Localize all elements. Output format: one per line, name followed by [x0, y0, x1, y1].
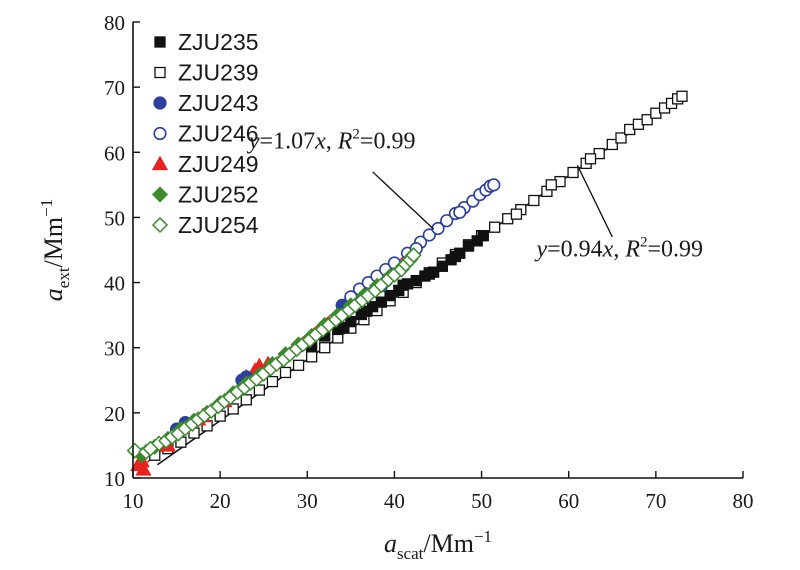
- data-point: [253, 384, 266, 396]
- data-point: [545, 179, 557, 191]
- data-point: [449, 250, 462, 263]
- y-tick-label: 10: [104, 467, 125, 491]
- y-tick-label: 40: [104, 272, 125, 296]
- legend-marker: [153, 126, 167, 141]
- fit-leader-line: [576, 165, 613, 238]
- axes: 10 20 30 40 50 60 70 80 10 20 30 40 50 60 70 80: [104, 11, 754, 513]
- x-axis-title: ascat/Mm−1: [384, 527, 492, 563]
- x-tick-label: 50: [471, 489, 492, 513]
- data-point: [227, 403, 239, 415]
- legend-label: ZJU243: [178, 90, 259, 116]
- legend-label: ZJU254: [178, 212, 259, 238]
- data-point: [266, 375, 279, 388]
- legend-marker: [154, 66, 166, 79]
- data-point: [510, 208, 523, 220]
- fit-annotations: y=1.07x, R2=0.99 y=0.94x, R2=0.99: [247, 126, 703, 262]
- y-tick-label: 60: [104, 141, 125, 165]
- data-point: [423, 268, 435, 280]
- data-point: [615, 132, 627, 144]
- data-point: [477, 230, 489, 242]
- x-tick-label: 60: [558, 489, 579, 513]
- legend-marker: [154, 36, 166, 48]
- legend-item-zju246: ZJU246: [153, 121, 259, 147]
- legend-marker: [151, 155, 169, 171]
- legend-item-zju249: ZJU249: [151, 151, 259, 177]
- x-tick-label: 40: [384, 489, 405, 513]
- data-point: [338, 321, 350, 334]
- data-point: [135, 461, 152, 476]
- y-tick-label: 20: [104, 402, 125, 426]
- y-tick-label: 80: [104, 11, 125, 35]
- legend-marker: [153, 96, 167, 110]
- data-point: [567, 166, 579, 179]
- y-axis-title: aext/Mm−1: [37, 199, 73, 301]
- legend-item-zju254: ZJU254: [151, 212, 259, 238]
- data-point: [453, 205, 467, 219]
- series-zju235: [305, 230, 489, 353]
- x-tick-label: 10: [123, 489, 144, 513]
- fit-equation-1: y=1.07x, R2=0.99: [247, 126, 416, 154]
- data-point: [405, 247, 422, 264]
- legend-label: ZJU246: [178, 121, 259, 147]
- legend-marker: [151, 186, 169, 203]
- data-point: [345, 316, 357, 328]
- data-point: [375, 296, 388, 308]
- data-point: [528, 194, 540, 207]
- legend-item-zju243: ZJU243: [153, 90, 259, 116]
- y-tick-label: 50: [104, 206, 125, 230]
- legend: ZJU235 ZJU239 ZJU243 ZJU246 ZJU249 ZJU252 ZJU2…: [151, 29, 259, 238]
- y-tick-label: 70: [104, 76, 125, 100]
- data-point: [436, 260, 449, 272]
- data-point: [676, 90, 688, 102]
- legend-label: ZJU239: [178, 60, 259, 86]
- x-tick-label: 20: [210, 489, 231, 513]
- x-tick-label: 80: [733, 489, 754, 513]
- data-point: [487, 178, 501, 192]
- series-zju254: [126, 247, 422, 461]
- data-point: [240, 394, 252, 406]
- data-point: [488, 221, 501, 233]
- data-point: [319, 342, 331, 354]
- data-point: [641, 114, 653, 126]
- legend-label: ZJU235: [178, 29, 259, 55]
- data-point: [305, 351, 318, 363]
- legend-item-zju235: ZJU235: [154, 29, 259, 55]
- data-point: [584, 153, 597, 165]
- data-point: [397, 279, 409, 291]
- legend-label: ZJU252: [178, 182, 259, 208]
- x-tick-label: 30: [297, 489, 318, 513]
- data-point: [126, 442, 143, 459]
- data-points: [126, 90, 688, 476]
- data-point: [422, 228, 436, 242]
- legend-item-zju239: ZJU239: [154, 60, 259, 86]
- data-point: [360, 305, 373, 317]
- data-point: [279, 366, 292, 379]
- data-point: [292, 359, 305, 371]
- x-tick-label: 70: [645, 489, 666, 513]
- data-point: [606, 138, 618, 151]
- fit-leader-line: [372, 171, 435, 230]
- y-tick-label: 30: [104, 337, 125, 361]
- fit-equation-2: y=0.94x, R2=0.99: [534, 235, 703, 263]
- legend-marker: [151, 216, 169, 234]
- legend-item-zju252: ZJU252: [151, 182, 259, 208]
- legend-label: ZJU249: [178, 151, 259, 177]
- data-point: [440, 214, 454, 228]
